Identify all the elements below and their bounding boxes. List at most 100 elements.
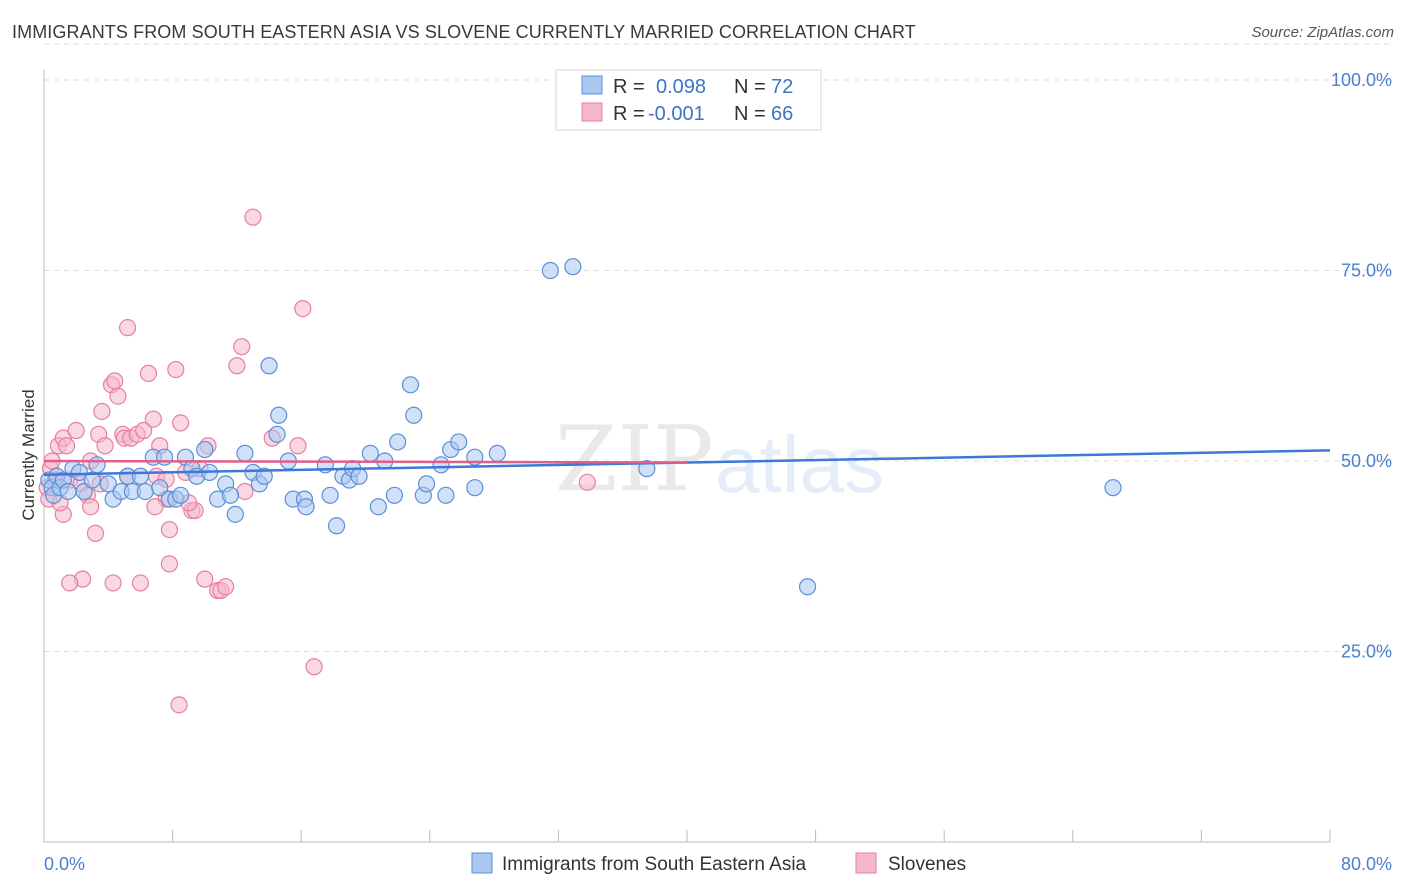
legend-bottom-label-slovenes: Slovenes (888, 854, 966, 875)
point-immigrants (385, 486, 404, 504)
point-immigrants (270, 406, 288, 424)
y-tick-label: 100.0% (1331, 70, 1392, 90)
x-tick-label-max: 80.0% (1341, 854, 1392, 874)
legend-n-value: 72 (771, 76, 793, 98)
point-slovenes (578, 473, 596, 491)
legend-n-label: N = (734, 76, 766, 98)
point-immigrants (59, 482, 77, 501)
y-tick-label: 25.0% (1341, 642, 1392, 662)
legend-bottom: Immigrants from South Eastern Asia Slove… (471, 852, 966, 875)
point-immigrants (136, 482, 154, 501)
legend-swatch-blue (581, 75, 603, 95)
point-immigrants (83, 471, 101, 489)
trend-lines (43, 449, 1331, 476)
point-immigrants (350, 467, 368, 485)
point-immigrants (221, 486, 240, 504)
series-slovenes-points (38, 208, 596, 714)
point-slovenes (289, 437, 307, 455)
point-slovenes (146, 498, 164, 516)
point-immigrants (405, 406, 423, 424)
point-slovenes (144, 410, 162, 428)
point-immigrants (255, 467, 273, 485)
point-immigrants (1104, 479, 1122, 497)
point-slovenes (170, 696, 188, 714)
point-immigrants (99, 475, 117, 493)
point-slovenes (67, 421, 85, 440)
point-slovenes (93, 402, 111, 421)
point-immigrants (297, 498, 315, 516)
point-immigrants (226, 505, 244, 523)
point-immigrants (437, 486, 455, 504)
point-slovenes (61, 574, 79, 592)
legend-bottom-swatch-blue (471, 852, 493, 874)
y-axis-label: Currently Married (19, 389, 38, 520)
legend-top: R = 0.098 N = 72 R = -0.001 N = 66 (555, 69, 822, 131)
x-tick-label-min: 0.0% (44, 854, 85, 874)
point-slovenes (228, 357, 246, 375)
point-immigrants (172, 486, 190, 504)
point-immigrants (268, 425, 286, 443)
point-immigrants (798, 578, 817, 596)
point-immigrants (541, 261, 559, 280)
point-immigrants (260, 357, 278, 375)
point-slovenes (167, 360, 185, 379)
point-immigrants (450, 433, 468, 451)
point-immigrants (466, 479, 484, 497)
series-immigrants-points (40, 258, 1122, 596)
point-slovenes (217, 578, 235, 596)
legend-r-value: 0.098 (656, 76, 706, 98)
point-slovenes (135, 421, 153, 440)
legend-bottom-swatch-pink (855, 852, 877, 874)
point-immigrants (389, 433, 407, 451)
source-credit: Source: ZipAtlas.com (1251, 24, 1394, 41)
point-slovenes (244, 208, 262, 226)
point-slovenes (109, 387, 127, 405)
point-slovenes (160, 555, 178, 573)
point-immigrants (417, 475, 436, 493)
chart-title: IMMIGRANTS FROM SOUTH EASTERN ASIA VS SL… (12, 22, 916, 42)
point-immigrants (155, 448, 174, 466)
point-slovenes (305, 658, 323, 676)
point-immigrants (488, 444, 506, 462)
point-slovenes (118, 319, 137, 337)
legend-r-label: R = (613, 76, 645, 98)
point-immigrants (638, 460, 656, 478)
y-tick-label: 50.0% (1341, 451, 1392, 471)
trend-line-slovenes (43, 459, 688, 464)
legend-n-label: N = (734, 103, 766, 125)
point-immigrants (432, 456, 450, 474)
point-immigrants (236, 444, 254, 462)
point-immigrants (196, 440, 214, 459)
point-immigrants (564, 258, 582, 276)
point-slovenes (196, 570, 214, 588)
legend-r-label: R = (613, 103, 645, 125)
legend-swatch-pink (581, 102, 603, 122)
point-immigrants (88, 456, 106, 474)
legend-r-value: -0.001 (648, 103, 705, 125)
point-immigrants (327, 517, 346, 535)
legend-bottom-label-immigrants: Immigrants from South Eastern Asia (502, 854, 807, 875)
legend-n-value: 66 (771, 103, 793, 125)
y-tick-labels: 25.0% 50.0% 75.0% 100.0% (1331, 70, 1392, 662)
y-tick-label: 75.0% (1341, 261, 1392, 281)
point-slovenes (139, 364, 158, 382)
point-slovenes (104, 574, 122, 592)
point-slovenes (131, 574, 150, 592)
point-immigrants (321, 486, 339, 504)
point-slovenes (57, 437, 76, 455)
point-slovenes (233, 338, 251, 356)
point-immigrants (151, 479, 169, 497)
point-slovenes (96, 437, 114, 455)
watermark: ZIP atlas (555, 407, 884, 512)
point-slovenes (82, 498, 100, 516)
point-slovenes (236, 482, 254, 501)
point-immigrants (131, 467, 150, 485)
watermark-zip: ZIP (555, 407, 714, 512)
point-immigrants (369, 498, 387, 516)
axes (43, 70, 1331, 843)
point-slovenes (294, 300, 312, 318)
watermark-atlas: atlas (715, 420, 884, 509)
point-slovenes (86, 524, 105, 542)
point-immigrants (401, 376, 420, 394)
